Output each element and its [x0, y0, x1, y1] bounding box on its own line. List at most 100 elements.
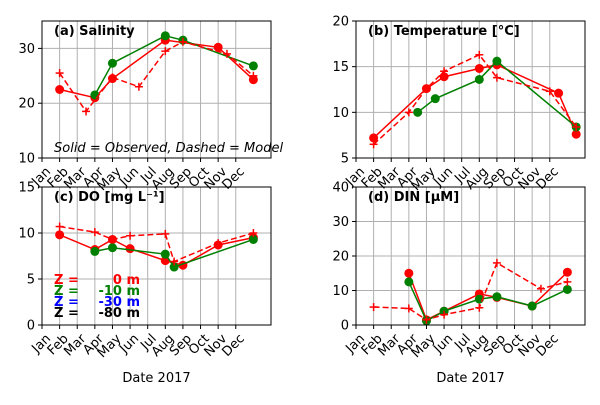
model-marker [108, 235, 117, 244]
panel-title: (b) Temperature [°C] [368, 24, 520, 39]
model-marker [536, 284, 545, 293]
y-tick-label: 15 [332, 60, 349, 75]
model-marker [492, 258, 501, 267]
model-marker [222, 49, 231, 58]
observed-marker [562, 267, 572, 277]
y-tick-label: 0 [27, 319, 35, 334]
model-marker [440, 310, 449, 319]
observed-marker [404, 277, 414, 287]
observed-marker [169, 262, 179, 272]
model-marker [545, 87, 554, 96]
model-marker [134, 82, 143, 91]
observed-marker [125, 244, 135, 254]
axes-frame [355, 186, 586, 326]
model-marker [90, 228, 99, 237]
axes-frame [41, 20, 272, 159]
legend-value: -30 m [98, 295, 140, 310]
y-tick-label: 5 [27, 273, 35, 288]
observed-line--10m [94, 34, 254, 96]
model-line-0m [59, 225, 254, 263]
model-marker [161, 229, 170, 238]
model-marker [440, 67, 449, 76]
model-marker [161, 47, 170, 56]
observed-marker [55, 85, 65, 94]
legend-label: Z = [54, 306, 79, 321]
axes-frame [41, 186, 272, 326]
x-axis-label: Date 2017 [436, 371, 504, 386]
legend-label: Z = [54, 295, 79, 310]
model-marker [126, 231, 135, 240]
panel-1: 102030JanFebMarAprMayJunJulAugSepOctNovD… [18, 20, 283, 194]
legend-label: Z = [54, 284, 79, 299]
model-marker [369, 303, 378, 312]
observed-marker [527, 301, 537, 311]
panel-annotation: Solid = Observed, Dashed = Model [54, 141, 283, 156]
observed-marker [248, 61, 258, 71]
model-marker [475, 50, 484, 59]
observed-marker [430, 94, 440, 104]
x-tick-label: Jun [430, 331, 456, 357]
model-line-0m [58, 41, 254, 113]
legend-value: -10 m [98, 284, 140, 299]
y-tick-label: 20 [332, 250, 349, 265]
x-axis-label: Date 2017 [122, 371, 190, 386]
model-marker [563, 277, 572, 286]
panel-title: (d) DIN [µM] [368, 190, 459, 205]
model-line-0m [373, 261, 568, 321]
model-marker [369, 140, 378, 149]
panel-title: (c) DO [mg L⁻¹] [54, 190, 165, 205]
model-marker [178, 37, 187, 46]
model-marker [55, 69, 64, 78]
y-tick-label: 20 [332, 15, 349, 30]
observed-marker [554, 88, 564, 98]
observed-marker [413, 107, 423, 117]
x-tick-label: Jun [430, 164, 456, 190]
y-tick-label: 10 [18, 152, 35, 167]
model-marker [249, 229, 258, 237]
legend-value: -80 m [98, 306, 140, 321]
observed-line-0m [59, 39, 254, 99]
model-marker [82, 107, 91, 116]
observed-marker [160, 31, 170, 41]
panel-title: (a) Salinity [54, 24, 135, 39]
y-tick-label: 0 [341, 319, 349, 334]
observed-marker [492, 56, 502, 66]
y-tick-label: 10 [332, 106, 349, 121]
axes-frame [355, 20, 586, 159]
panel-4: 010203040JanFebMarAprMayJunJulAugSepOctN… [332, 181, 586, 386]
y-tick-label: 5 [341, 152, 349, 167]
model-marker [475, 303, 484, 312]
model-marker [404, 108, 413, 117]
observed-marker [90, 246, 100, 256]
x-tick-label: Jun [116, 331, 142, 357]
model-marker [214, 239, 223, 248]
observed-marker [107, 58, 117, 68]
observed-line-0m [408, 271, 568, 321]
model-marker [249, 71, 258, 80]
model-marker [422, 315, 431, 324]
model-marker [55, 222, 64, 231]
y-tick-label: 10 [18, 227, 35, 242]
legend-label: Z = [54, 273, 79, 288]
observed-marker [492, 292, 502, 302]
y-tick-label: 20 [18, 97, 35, 112]
observed-marker [213, 42, 223, 52]
y-tick-label: 10 [332, 284, 349, 299]
model-marker [492, 73, 501, 82]
y-tick-label: 30 [18, 42, 35, 57]
observed-marker [404, 268, 414, 278]
legend-value: 0 m [113, 273, 140, 288]
panel-2: 5101520JanFebMarAprMayJunJulAugSepOctNov… [332, 15, 586, 194]
model-marker [404, 304, 413, 313]
model-marker [170, 257, 179, 266]
y-tick-label: 30 [332, 215, 349, 230]
x-tick-label: Jun [116, 164, 142, 190]
observed-marker [160, 249, 170, 259]
observed-marker [474, 63, 484, 73]
observed-marker [369, 133, 379, 143]
observed-marker [55, 230, 65, 240]
y-tick-label: 15 [18, 181, 35, 196]
model-marker [108, 73, 117, 82]
model-line-0m [373, 53, 577, 145]
